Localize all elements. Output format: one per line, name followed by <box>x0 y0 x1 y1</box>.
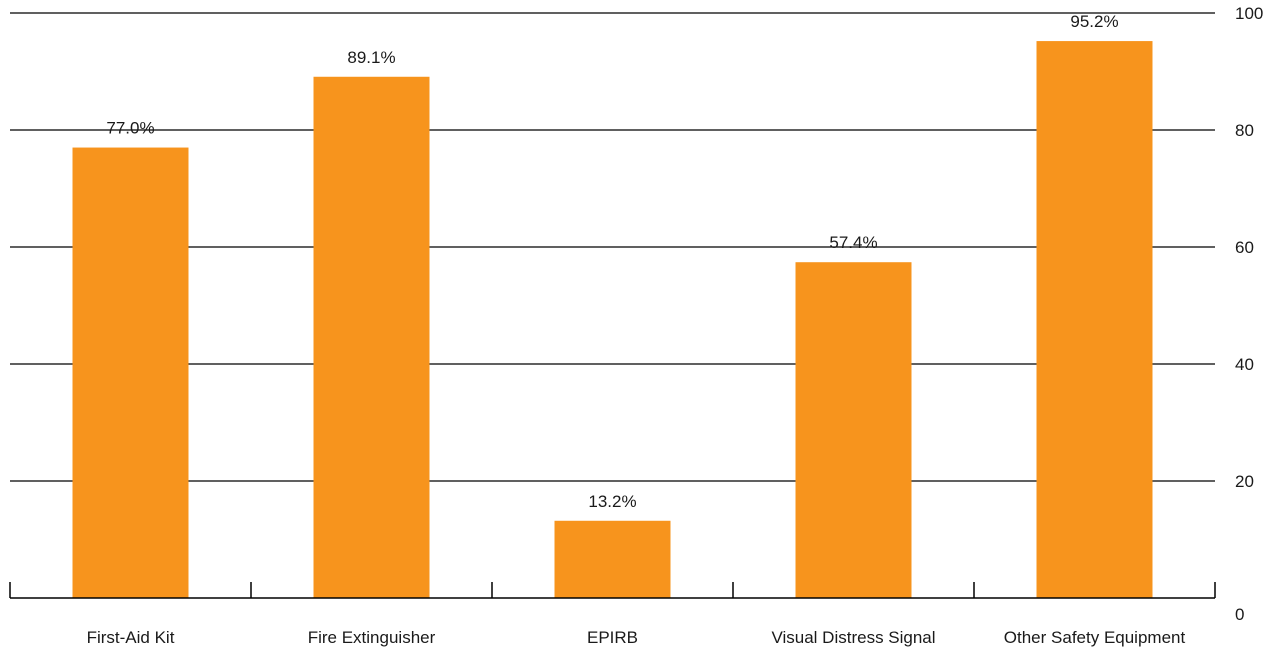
y-tick-label: 100 <box>1235 4 1263 23</box>
y-tick-label: 0 <box>1235 605 1244 624</box>
x-tick-label: First-Aid Kit <box>87 628 175 647</box>
bars <box>73 41 1153 598</box>
bar <box>314 77 430 598</box>
bar <box>73 148 189 598</box>
y-tick-label: 40 <box>1235 355 1254 374</box>
y-tick-label: 20 <box>1235 472 1254 491</box>
bar <box>796 262 912 598</box>
gridlines <box>10 13 1215 481</box>
bar <box>555 521 671 598</box>
y-tick-label: 80 <box>1235 121 1254 140</box>
x-tick-label: EPIRB <box>587 628 638 647</box>
x-tick-label: Fire Extinguisher <box>308 628 436 647</box>
data-label: 95.2% <box>1070 12 1118 31</box>
x-tick-label: Visual Distress Signal <box>771 628 935 647</box>
x-tick-label: Other Safety Equipment <box>1004 628 1186 647</box>
data-label: 13.2% <box>588 492 636 511</box>
data-label: 57.4% <box>829 233 877 252</box>
bar <box>1037 41 1153 598</box>
data-label: 89.1% <box>347 48 395 67</box>
y-tick-label: 60 <box>1235 238 1254 257</box>
data-label: 77.0% <box>106 119 154 138</box>
